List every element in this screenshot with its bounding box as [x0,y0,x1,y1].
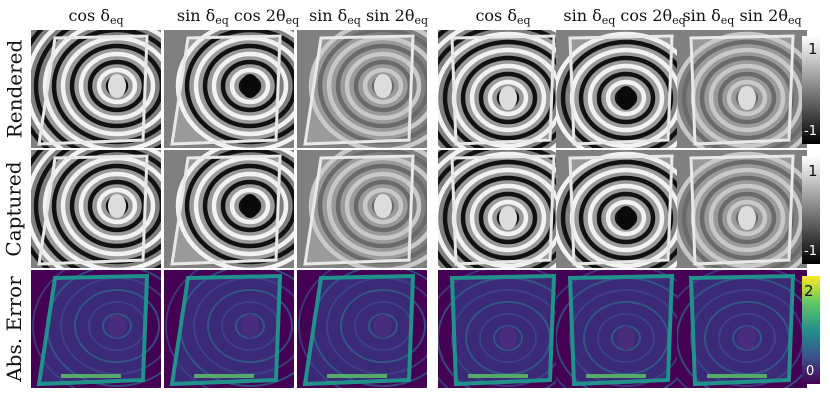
colorbar-rendered-max: 1 [808,40,818,58]
col-title-3: sin δeq sin 2θeq [308,6,429,27]
colorbar-captured-min: -1 [804,244,817,259]
image-tile-r1-c1 [31,30,161,148]
colorbar-captured [802,156,820,264]
col-title-4: cos δeq [475,6,531,27]
image-tile-r1-c6 [677,30,807,148]
image-tile-r3-c3 [297,270,427,388]
col-title-5: sin δeq cos 2θeq [563,6,686,27]
row-label-rendered: Rendered [2,39,26,139]
colorbar-rendered-min: -1 [804,124,817,139]
colorbar-error-max: 2 [804,282,814,300]
image-tile-r1-c3 [297,30,427,148]
image-tile-r1-c5 [556,30,686,148]
colorbar-error-min: 0 [806,364,815,379]
row-label-abs-error: Abs. Error [2,276,27,382]
col-title-6: sin δeq sin 2θeq [682,6,802,27]
image-tile-r3-c5 [556,270,686,388]
image-tile-r2-c5 [556,150,686,268]
row-label-captured: Captured [2,161,26,257]
image-tile-r3-c6 [677,270,807,388]
image-tile-r2-c6 [677,150,807,268]
image-tile-r2-c4 [438,150,568,268]
image-tile-r3-c1 [31,270,161,388]
image-tile-r2-c2 [164,150,294,268]
image-tile-r3-c4 [438,270,568,388]
colorbar-captured-max: 1 [808,162,818,180]
col-title-2: sin δeq cos 2θeq [176,6,300,27]
col-title-1: cos δeq [68,6,124,27]
image-tile-r1-c4 [438,30,568,148]
image-tile-r3-c2 [164,270,294,388]
colorbar-rendered [802,36,820,144]
colorbar-error [802,276,820,384]
image-tile-r2-c3 [297,150,427,268]
image-tile-r2-c1 [31,150,161,268]
image-tile-r1-c2 [164,30,294,148]
